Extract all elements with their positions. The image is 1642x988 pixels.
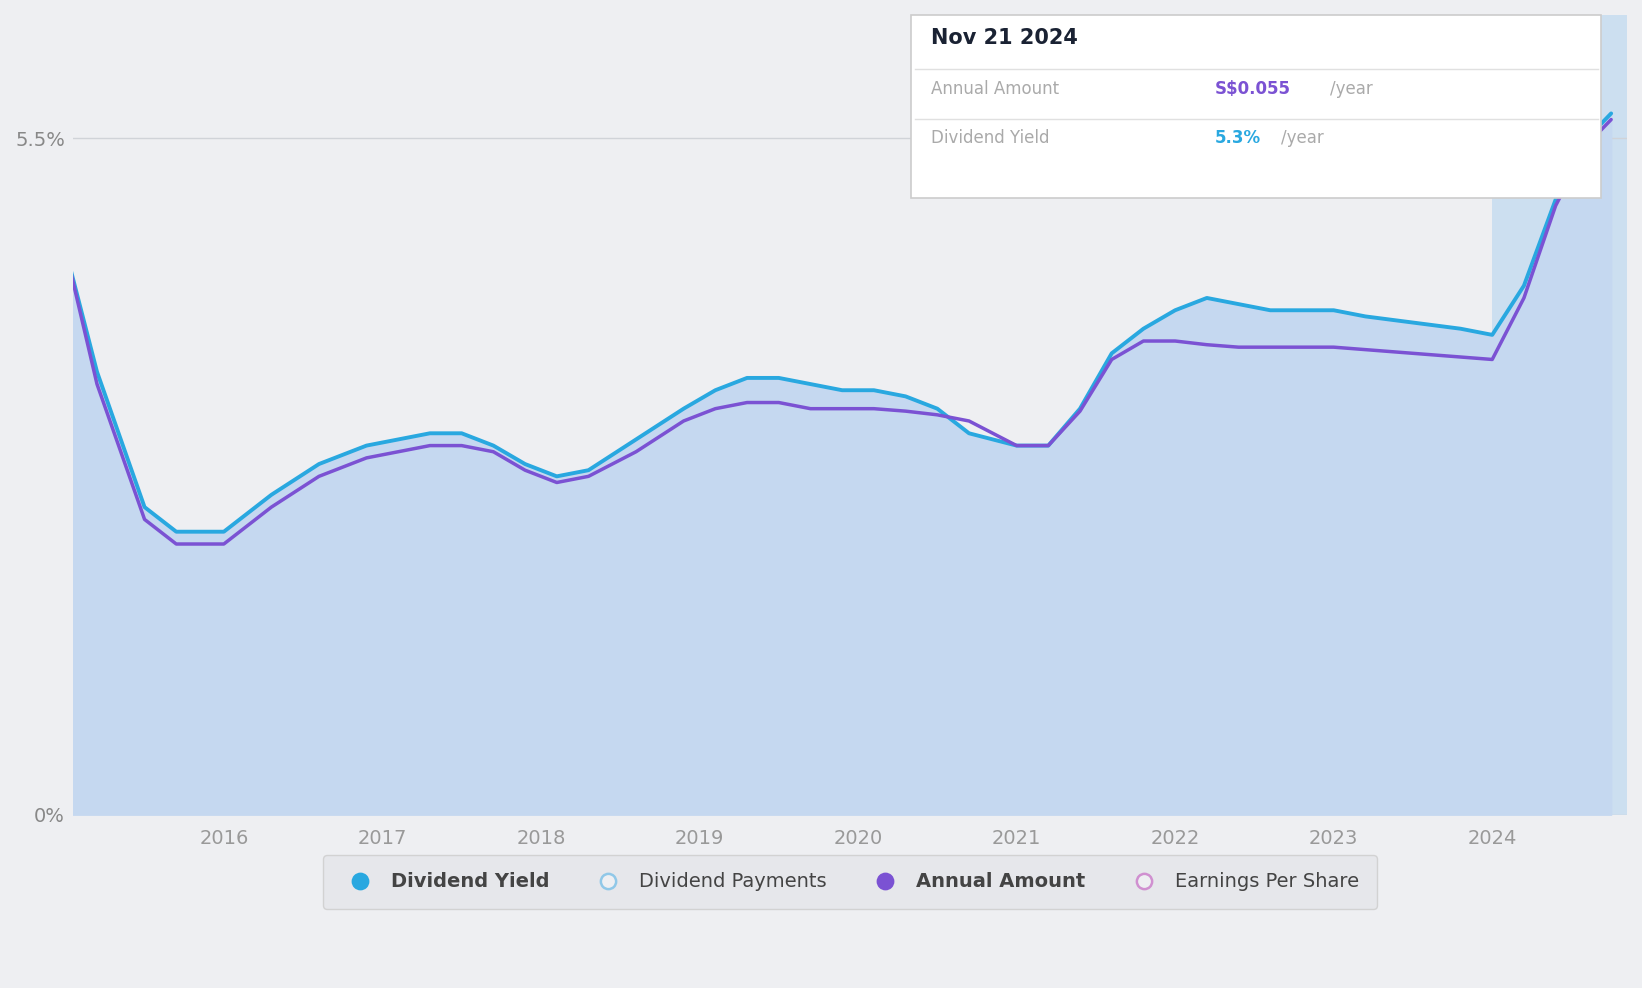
Bar: [1493, 15, 1642, 815]
Text: /year: /year: [1281, 129, 1323, 147]
Text: 5.3%: 5.3%: [1215, 129, 1261, 147]
Legend: Dividend Yield, Dividend Payments, Annual Amount, Earnings Per Share: Dividend Yield, Dividend Payments, Annua…: [323, 855, 1376, 909]
Text: Annual Amount: Annual Amount: [931, 80, 1059, 98]
Text: Dividend Yield: Dividend Yield: [931, 129, 1049, 147]
Text: /year: /year: [1330, 80, 1373, 98]
Text: Past: Past: [1498, 156, 1535, 175]
Text: Nov 21 2024: Nov 21 2024: [931, 29, 1077, 48]
Text: S$0.055: S$0.055: [1215, 80, 1291, 98]
